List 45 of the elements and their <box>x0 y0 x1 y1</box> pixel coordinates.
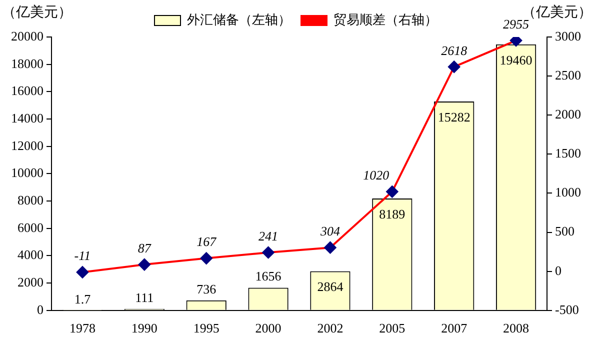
data-label: 241 <box>258 228 278 244</box>
data-label: 111 <box>135 290 154 305</box>
data-label: 167 <box>196 234 217 250</box>
x-tick-label: 2005 <box>379 320 406 336</box>
y-tick-label: 4000 <box>18 247 44 262</box>
y2-tick-label: 1500 <box>555 146 581 161</box>
data-label: 2864 <box>317 279 344 294</box>
data-label: 1.7 <box>74 291 92 306</box>
y2-tick-label: 1000 <box>555 184 581 200</box>
y-tick-label: 8000 <box>18 192 44 208</box>
y2-tick-label: 0 <box>555 262 562 278</box>
y-tick-label: 10000 <box>11 165 44 180</box>
data-label: 15282 <box>438 109 470 124</box>
legend-label: 外汇储备（左轴） <box>187 12 291 27</box>
data-label: 1656 <box>255 268 282 284</box>
data-label: 304 <box>319 224 340 239</box>
data-label: 19460 <box>500 52 532 68</box>
data-label: 736 <box>196 281 217 296</box>
y-tick-label: 14000 <box>11 110 44 126</box>
y2-tick-label: 3000 <box>555 28 581 44</box>
x-tick-label: 2008 <box>503 320 530 336</box>
x-tick-label: 1978 <box>69 320 96 336</box>
data-label: -11 <box>74 248 91 264</box>
y-tick-label: 2000 <box>18 274 44 290</box>
y2-tick-label: 2500 <box>555 67 581 82</box>
y-tick-label: 20000 <box>11 28 44 44</box>
legend-label: 贸易顺差（右轴） <box>334 12 438 27</box>
data-label: 8189 <box>379 206 406 222</box>
y-tick-label: 12000 <box>11 138 44 153</box>
y-tick-label: 0 <box>37 302 44 317</box>
y2-tick-label: 2000 <box>555 106 581 122</box>
x-tick-label: 2000 <box>255 320 282 336</box>
y2-tick-label: -500 <box>555 302 579 317</box>
y-axis-title: （亿美元） <box>2 4 72 21</box>
x-tick-label: 2002 <box>317 320 344 336</box>
x-tick-label: 1995 <box>193 320 220 336</box>
y-tick-label: 18000 <box>11 56 44 71</box>
y-tick-label: 16000 <box>11 83 44 98</box>
y-tick-label: 6000 <box>18 220 44 235</box>
x-tick-label: 2007 <box>441 320 468 336</box>
x-tick-label: 1990 <box>131 320 158 336</box>
data-label: 87 <box>138 240 152 256</box>
data-label: 1020 <box>363 168 390 183</box>
y2-tick-label: 500 <box>555 224 574 239</box>
data-label: 2618 <box>441 42 468 58</box>
